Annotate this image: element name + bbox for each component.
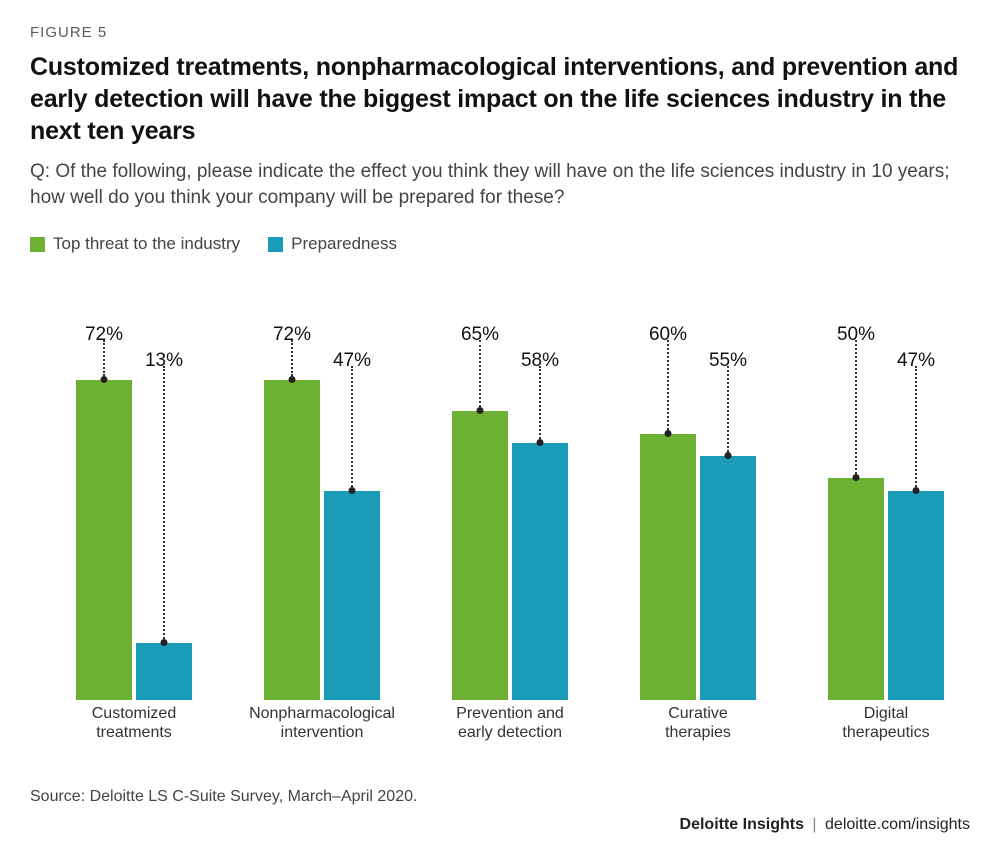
bar-prepared: 55% — [700, 456, 756, 700]
category-label-line: early detection — [425, 723, 595, 742]
legend-swatch-threat — [30, 237, 45, 252]
bar-value-label: 55% — [709, 350, 747, 456]
brand-footer: Deloitte Insights | deloitte.com/insight… — [680, 816, 970, 834]
bar-group: 72%47% — [264, 380, 380, 700]
bar-threat: 65% — [452, 411, 508, 700]
bar-group: 60%55% — [640, 434, 756, 701]
category-label: Nonpharmacologicalintervention — [237, 704, 407, 742]
brand-name: Deloitte Insights — [680, 816, 804, 833]
category-label-line: therapies — [613, 723, 783, 742]
category-label-line: Customized — [49, 704, 219, 723]
bar-prepared: 47% — [324, 491, 380, 700]
bar-threat: 72% — [76, 380, 132, 700]
bar-value-label: 58% — [521, 350, 559, 442]
bar-group: 50%47% — [828, 478, 944, 700]
legend-label-threat: Top threat to the industry — [53, 234, 240, 254]
bar-threat: 50% — [828, 478, 884, 700]
category-label: Digitaltherapeutics — [801, 704, 971, 742]
bar-value-label: 50% — [837, 324, 875, 478]
brand-url: deloitte.com/insights — [825, 816, 970, 833]
figure-label: FIGURE 5 — [30, 24, 970, 41]
chart-title: Customized treatments, nonpharmacologica… — [30, 51, 970, 147]
legend-swatch-prepared — [268, 237, 283, 252]
legend-item-prepared: Preparedness — [268, 234, 397, 254]
chart-plot-area: 72%13%Customizedtreatments72%47%Nonpharm… — [30, 262, 970, 742]
source-note: Source: Deloitte LS C-Suite Survey, Marc… — [30, 788, 417, 806]
legend: Top threat to the industry Preparedness — [30, 234, 970, 254]
category-label-line: Nonpharmacological — [237, 704, 407, 723]
bar-threat: 60% — [640, 434, 696, 701]
bar-prepared: 58% — [512, 443, 568, 701]
category-label-line: intervention — [237, 723, 407, 742]
bar-value-label: 72% — [273, 324, 311, 380]
bar-value-label: 13% — [145, 350, 183, 642]
category-label-line: therapeutics — [801, 723, 971, 742]
bar-value-label: 60% — [649, 324, 687, 433]
bar-value-label: 65% — [461, 324, 499, 411]
category-label-line: Prevention and — [425, 704, 595, 723]
legend-label-prepared: Preparedness — [291, 234, 397, 254]
bar-value-label: 47% — [333, 350, 371, 491]
category-label: Customizedtreatments — [49, 704, 219, 742]
bar-value-label: 47% — [897, 350, 935, 491]
bar-prepared: 13% — [136, 643, 192, 701]
bar-group: 65%58% — [452, 411, 568, 700]
bar-threat: 72% — [264, 380, 320, 700]
bar-value-label: 72% — [85, 324, 123, 380]
category-label-line: treatments — [49, 723, 219, 742]
category-label-line: Digital — [801, 704, 971, 723]
legend-item-threat: Top threat to the industry — [30, 234, 240, 254]
bar-group: 72%13% — [76, 380, 192, 700]
bar-prepared: 47% — [888, 491, 944, 700]
category-label: Prevention andearly detection — [425, 704, 595, 742]
chart-subtitle: Q: Of the following, please indicate the… — [30, 159, 970, 210]
category-label: Curativetherapies — [613, 704, 783, 742]
brand-separator: | — [812, 816, 816, 833]
category-label-line: Curative — [613, 704, 783, 723]
